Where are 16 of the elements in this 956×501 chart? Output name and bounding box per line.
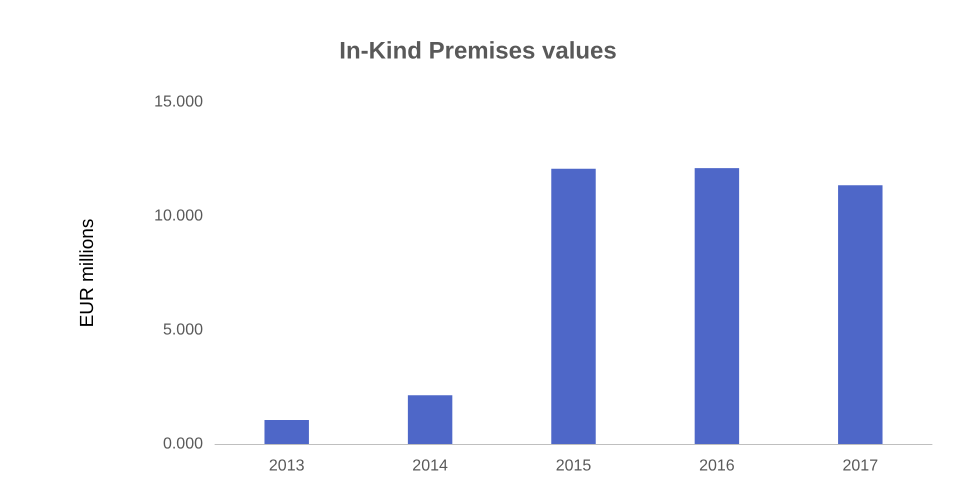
bar (551, 168, 596, 444)
x-tick-label: 2014 (412, 458, 448, 474)
y-tick-label: 10.000 (154, 208, 204, 224)
y-axis-title: EUR millions (77, 218, 98, 328)
x-tick-label: 2016 (699, 458, 735, 474)
bar (408, 395, 452, 444)
bar (264, 420, 309, 444)
bar (838, 185, 883, 444)
y-tick-label: 5.000 (162, 322, 204, 338)
bar (694, 168, 740, 444)
x-tick-label: 2013 (268, 458, 305, 474)
y-tick-label: 0.000 (162, 436, 204, 452)
y-tick-label: 15.000 (154, 94, 204, 110)
chart-title: In-Kind Premises values (339, 38, 617, 64)
x-tick-label: 2017 (842, 458, 878, 474)
x-tick-label: 2015 (556, 458, 592, 474)
